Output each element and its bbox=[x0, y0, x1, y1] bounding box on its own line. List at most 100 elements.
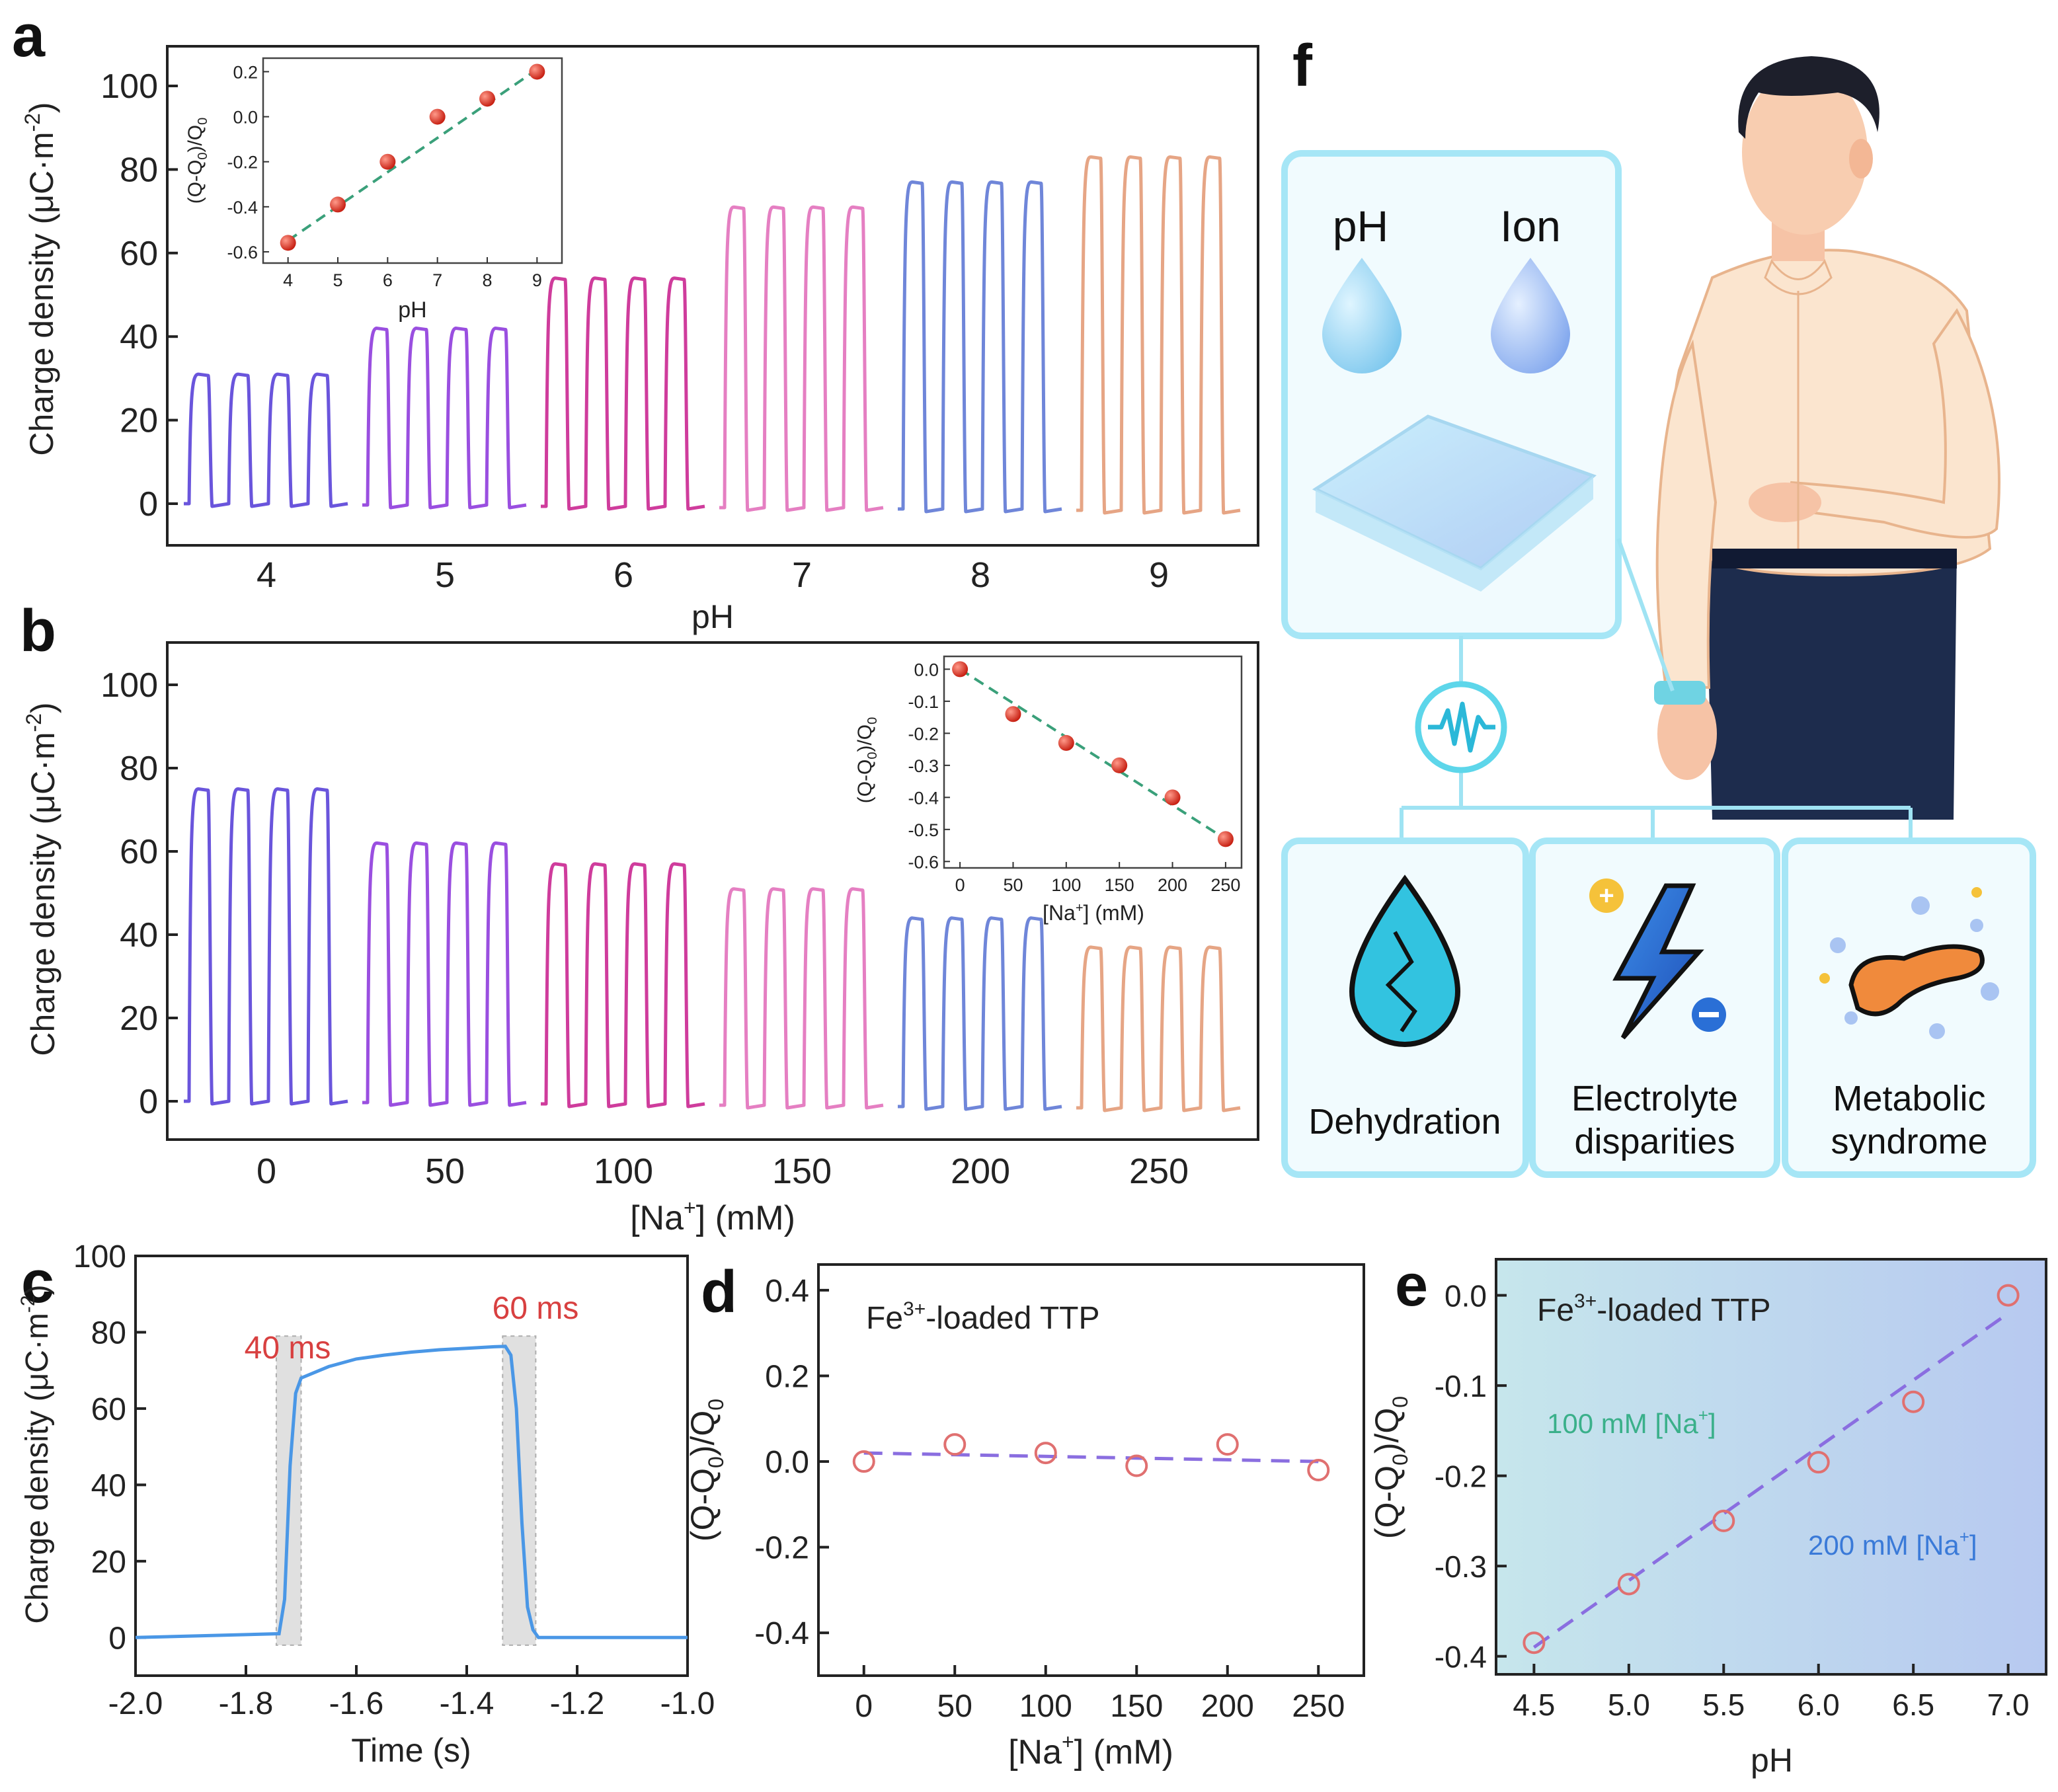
data-point bbox=[1216, 1433, 1239, 1456]
inset-x-tick-label: 7 bbox=[432, 270, 442, 290]
y-tick-label: -0.2 bbox=[1435, 1460, 1487, 1494]
person-left-arm bbox=[1655, 339, 1718, 689]
panel-b-x-categories: 0 50 100 150 200 250 bbox=[257, 1151, 1189, 1191]
y-tick-label: 60 bbox=[120, 235, 158, 273]
y-tick-label: 80 bbox=[120, 750, 158, 788]
y-tick-label: 60 bbox=[91, 1392, 126, 1427]
pulse-trace bbox=[541, 276, 705, 511]
x-category-label: 100 bbox=[594, 1151, 653, 1191]
panel-b-inset-xlabel: [Na+] (mM) bbox=[1043, 901, 1144, 925]
x-tick-label: 0 bbox=[855, 1689, 873, 1724]
x-category-label: 50 bbox=[425, 1151, 465, 1191]
panel-e-title: Fe3+-loaded TTP bbox=[1537, 1290, 1770, 1328]
x-category-label: 150 bbox=[772, 1151, 832, 1191]
sensor-box: pH Ion bbox=[1281, 150, 1622, 639]
y-tick-label: 20 bbox=[120, 999, 158, 1038]
molecule-dots bbox=[1819, 887, 1999, 1039]
inset-y-tick-label: -0.5 bbox=[908, 820, 939, 840]
data-point bbox=[1807, 1451, 1830, 1474]
panel-e-xlabel: pH bbox=[1751, 1742, 1793, 1779]
panel-c-ticks: 0 20 40 60 80 100 -2.0 -1.8 -1.6 -1.4 -1.2 -1.0 bbox=[73, 1239, 715, 1721]
y-tick-label: 40 bbox=[91, 1468, 126, 1503]
person-left-hand bbox=[1657, 687, 1717, 780]
data-point bbox=[1617, 1573, 1640, 1596]
x-tick-label: -2.0 bbox=[108, 1686, 163, 1721]
person-ear bbox=[1849, 139, 1873, 178]
inset-y-tick-label: -0.4 bbox=[227, 198, 258, 217]
x-tick-label: 7.0 bbox=[1987, 1688, 2030, 1722]
data-point bbox=[852, 1450, 875, 1473]
panel-d-ylabel: (Q-Q0)/Q0 bbox=[684, 1399, 728, 1541]
inset-x-tick-label: 0 bbox=[955, 875, 965, 895]
inset-x-tick-label: 8 bbox=[482, 270, 492, 290]
pulse-trace bbox=[362, 841, 527, 1107]
x-tick-label: -1.2 bbox=[550, 1686, 605, 1721]
panel-d-xlabel: [Na+] (mM) bbox=[1008, 1730, 1173, 1772]
pulse-trace bbox=[898, 180, 1062, 514]
y-tick-label: -0.4 bbox=[1435, 1640, 1487, 1674]
sensor-label-ion: Ion bbox=[1500, 202, 1561, 251]
panel-e: e 0.0-0.1-0.2-0.3-0.44.5 5.0 5.5 6.0 6.5 7.0 … bbox=[1368, 1253, 2047, 1779]
panel-a-inset-xlabel: pH bbox=[398, 297, 426, 323]
inset-data-point bbox=[1111, 757, 1128, 773]
panel-d-plot bbox=[852, 1433, 1330, 1481]
panel-c: c 0 20 40 60 80 100 -2.0 -1.8 -1.6 -1.4 -1.2 -1.0 4… bbox=[17, 1239, 715, 1769]
panel-a-x-categories: 4 5 6 7 8 9 bbox=[257, 555, 1169, 595]
panel-e-plot-frame bbox=[1495, 1258, 2047, 1676]
pulse-trace bbox=[719, 205, 884, 512]
panel-c-shaded-windows bbox=[275, 1335, 537, 1646]
pulse-trace bbox=[184, 787, 348, 1106]
x-tick-label: 100 bbox=[1019, 1689, 1072, 1724]
panel-b-inset-ylabel: (Q-Q0)/Q0 bbox=[854, 717, 880, 804]
panel-a-inset-ylabel: (Q-Q0)/Q0 bbox=[184, 118, 210, 204]
cracked-drop-icon bbox=[1349, 875, 1461, 1047]
y-tick-label: 60 bbox=[120, 833, 158, 871]
panel-a-ylabel: Charge density (μC·m-2) bbox=[20, 102, 60, 455]
panel-c-trace bbox=[135, 1344, 688, 1639]
x-category-label: 5 bbox=[435, 555, 455, 595]
x-tick-label: 50 bbox=[937, 1689, 972, 1724]
person-face bbox=[1742, 69, 1868, 235]
minus-badge-symbol bbox=[1699, 1012, 1719, 1017]
inset-data-point bbox=[330, 196, 346, 213]
data-point bbox=[1034, 1442, 1057, 1465]
inset-x-tick-label: 100 bbox=[1051, 875, 1081, 895]
person-collar bbox=[1764, 258, 1833, 295]
inset-data-point bbox=[1005, 706, 1021, 722]
x-tick-label: -1.8 bbox=[219, 1686, 274, 1721]
inset-fit-line bbox=[959, 668, 1226, 841]
panel-a-xlabel: pH bbox=[692, 598, 734, 635]
inset-y-tick-label: -0.4 bbox=[908, 788, 939, 808]
drop-crack-line bbox=[1385, 931, 1417, 1032]
inset-data-point bbox=[1217, 831, 1234, 847]
inset-data-point bbox=[280, 235, 296, 251]
x-category-label: 250 bbox=[1129, 1151, 1189, 1191]
x-tick-label: -1.4 bbox=[440, 1686, 495, 1721]
inset-y-tick-label: -0.3 bbox=[908, 756, 939, 776]
inset-x-tick-label: 150 bbox=[1105, 875, 1134, 895]
x-tick-label: 6.5 bbox=[1892, 1688, 1934, 1722]
person-hair bbox=[1738, 56, 1880, 139]
inset-y-tick-label: -0.1 bbox=[908, 692, 939, 712]
y-tick-label: 0.2 bbox=[765, 1359, 809, 1394]
x-tick-label: 250 bbox=[1292, 1689, 1345, 1724]
fit-line bbox=[863, 1451, 1319, 1463]
panel-b-plot-frame bbox=[166, 641, 1259, 1141]
panel-c-ylabel: Charge density (μC·m-2) bbox=[17, 1284, 55, 1623]
panel-letter-d: d bbox=[701, 1259, 737, 1325]
person-illustration bbox=[1654, 56, 2000, 820]
data-point bbox=[1997, 1284, 2020, 1307]
inset-x-tick-label: 50 bbox=[1003, 875, 1023, 895]
y-tick-label: 0.0 bbox=[765, 1445, 809, 1480]
inset-data-point bbox=[952, 661, 969, 678]
inset-y-tick-label: -0.2 bbox=[227, 153, 258, 173]
x-tick-label: 5.0 bbox=[1608, 1688, 1650, 1722]
panel-b-inset-frame bbox=[943, 655, 1243, 869]
y-tick-label: 40 bbox=[120, 916, 158, 954]
panel-a: a 0 20 40 60 80 100 4 5 6 7 8 9 pH Charge density … bbox=[12, 3, 1259, 635]
y-tick-label: 100 bbox=[100, 67, 158, 106]
inset-data-point bbox=[1164, 789, 1181, 806]
panel-letter-f: f bbox=[1292, 33, 1313, 99]
panel-f: f pH bbox=[1281, 33, 2036, 1178]
